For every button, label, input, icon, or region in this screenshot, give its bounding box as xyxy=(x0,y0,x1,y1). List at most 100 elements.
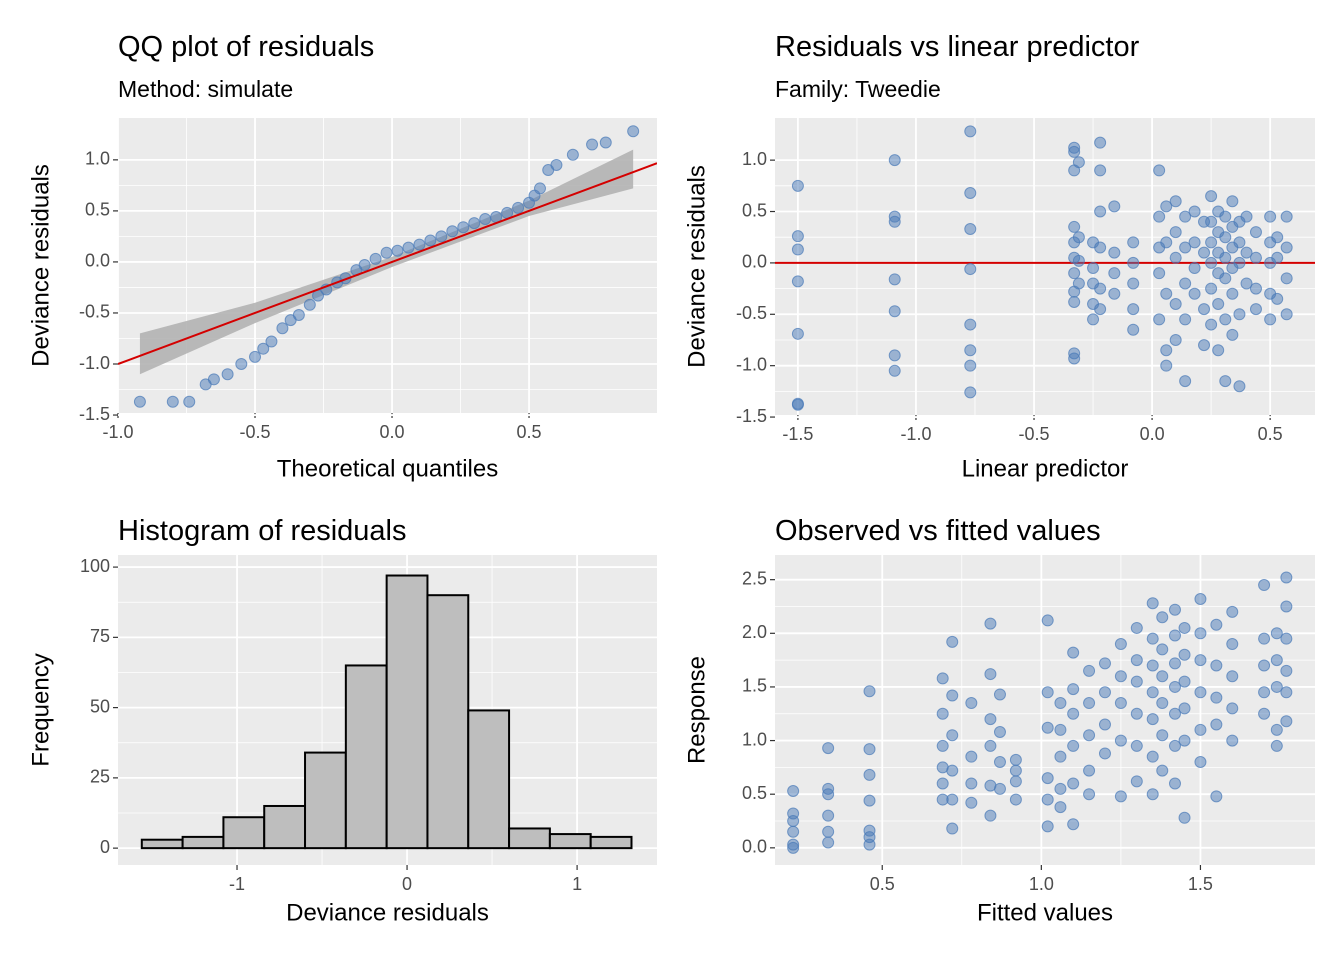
point xyxy=(1094,136,1107,149)
point xyxy=(1068,145,1081,158)
point xyxy=(791,230,804,243)
point xyxy=(369,252,382,265)
point xyxy=(1168,603,1181,616)
point xyxy=(265,335,278,348)
point xyxy=(993,782,1006,795)
point xyxy=(1205,190,1218,203)
y-tick-label: 1.0 xyxy=(742,149,767,169)
point xyxy=(1194,654,1207,667)
point xyxy=(936,672,949,685)
point xyxy=(586,138,599,151)
point xyxy=(1054,697,1067,710)
point xyxy=(791,398,804,411)
point xyxy=(946,635,959,648)
point xyxy=(358,258,371,271)
x-tick-label: 0.5 xyxy=(1258,424,1283,444)
point xyxy=(276,322,289,335)
point xyxy=(1169,226,1182,239)
point xyxy=(1160,344,1173,357)
point xyxy=(1249,282,1262,295)
point xyxy=(1114,638,1127,651)
point xyxy=(1130,707,1143,720)
bar xyxy=(548,833,592,850)
point xyxy=(1156,670,1169,683)
point xyxy=(1258,659,1271,672)
point xyxy=(1108,287,1121,300)
y-tick-label: 1.5 xyxy=(742,676,767,696)
point xyxy=(1067,739,1080,752)
point xyxy=(249,350,262,363)
point xyxy=(946,729,959,742)
point xyxy=(1094,164,1107,177)
point xyxy=(863,794,876,807)
y-tick-label: 2.0 xyxy=(742,622,767,642)
point xyxy=(1249,303,1262,316)
point xyxy=(1160,287,1173,300)
point xyxy=(1240,246,1253,259)
point xyxy=(550,158,563,171)
point xyxy=(1198,246,1211,259)
point xyxy=(964,263,977,276)
x-tick-label: -1.0 xyxy=(102,422,133,442)
point xyxy=(1156,697,1169,710)
point xyxy=(1009,793,1022,806)
y-tick-label: 2.5 xyxy=(742,568,767,588)
point xyxy=(1178,621,1191,634)
point xyxy=(1114,790,1127,803)
point xyxy=(1280,715,1293,728)
point xyxy=(292,309,305,322)
point xyxy=(1068,220,1081,233)
point xyxy=(1041,614,1054,627)
point xyxy=(1168,707,1181,720)
x-tick-label: 0.5 xyxy=(870,874,895,894)
point xyxy=(1083,764,1096,777)
point xyxy=(1205,215,1218,228)
point xyxy=(1083,697,1096,710)
point xyxy=(1205,256,1218,269)
y-tick-label: 0 xyxy=(100,837,110,857)
point xyxy=(1280,632,1293,645)
point xyxy=(133,395,146,408)
point xyxy=(1210,790,1223,803)
y-tick-label: -1.0 xyxy=(736,354,767,374)
point xyxy=(1127,323,1140,336)
point xyxy=(380,246,393,259)
point xyxy=(1098,747,1111,760)
point xyxy=(964,125,977,138)
y-axis-title: Frequency xyxy=(27,653,54,766)
point xyxy=(1108,200,1121,213)
point xyxy=(1168,629,1181,642)
point xyxy=(1179,241,1192,254)
point xyxy=(888,349,901,362)
point xyxy=(863,743,876,756)
point xyxy=(1226,287,1239,300)
point xyxy=(964,187,977,200)
point xyxy=(257,342,270,355)
point xyxy=(1194,756,1207,769)
point xyxy=(1240,277,1253,290)
point xyxy=(1188,287,1201,300)
y-tick-label: 75 xyxy=(90,626,110,646)
point xyxy=(1156,729,1169,742)
bar xyxy=(385,574,429,850)
point xyxy=(1258,686,1271,699)
x-axis-title: Theoretical quantiles xyxy=(277,455,498,482)
point xyxy=(787,784,800,797)
point xyxy=(984,713,997,726)
point xyxy=(1169,195,1182,208)
point xyxy=(1280,210,1293,223)
point xyxy=(1041,772,1054,785)
point xyxy=(964,359,977,372)
point xyxy=(1219,251,1232,264)
point xyxy=(936,707,949,720)
point xyxy=(787,815,800,828)
point xyxy=(1188,262,1201,275)
point xyxy=(1067,707,1080,720)
x-tick-label: 0 xyxy=(402,874,412,894)
point xyxy=(1072,231,1085,244)
reference-line xyxy=(118,162,657,365)
point xyxy=(1083,788,1096,801)
point xyxy=(1153,164,1166,177)
point xyxy=(1271,231,1284,244)
